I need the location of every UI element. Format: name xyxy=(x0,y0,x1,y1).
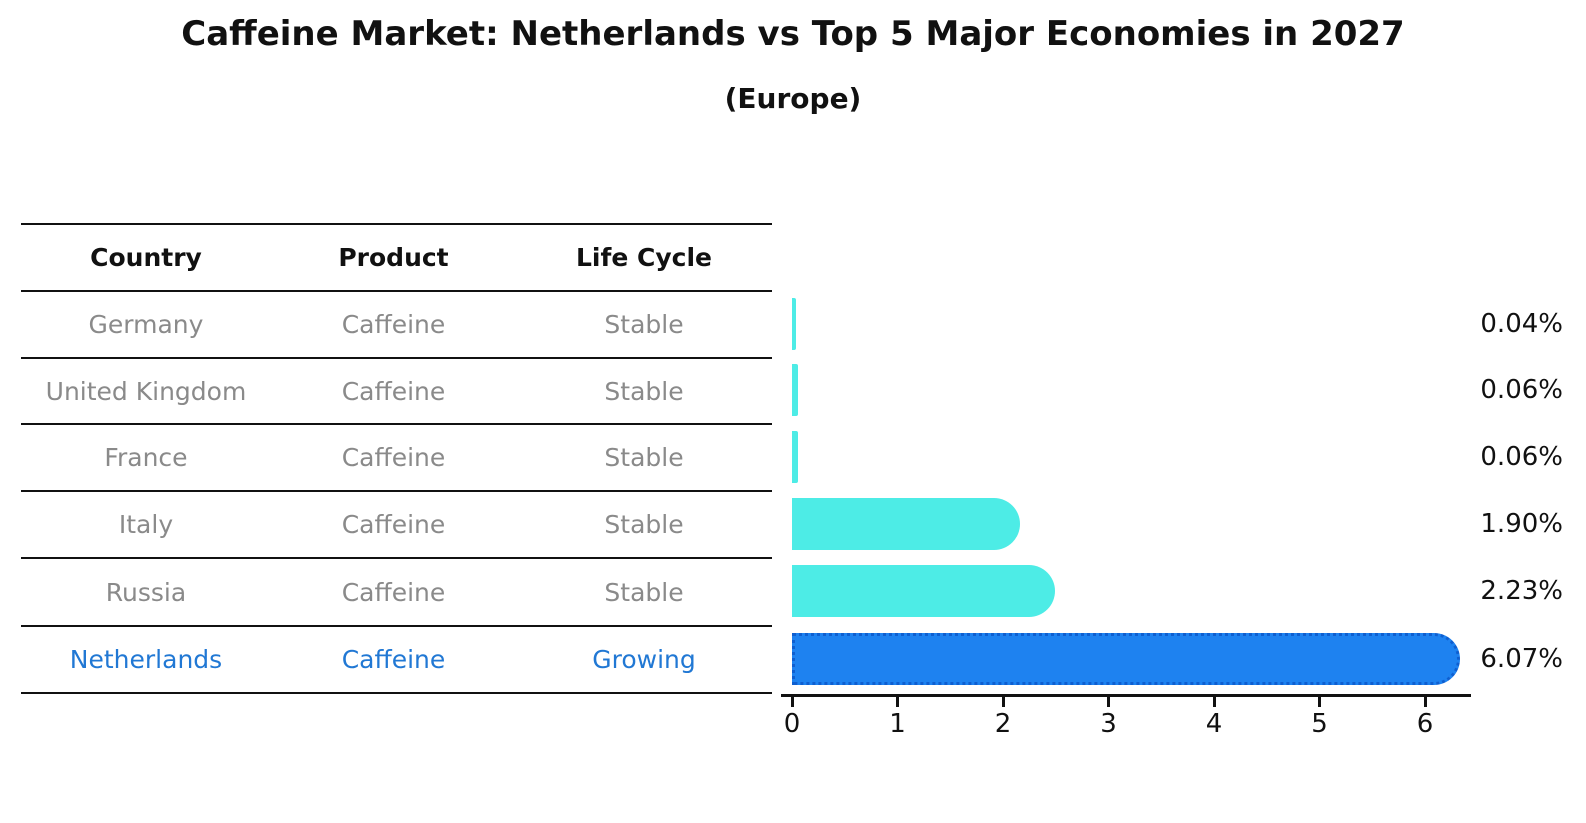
table-row-netherlands: Netherlands Caffeine Growing xyxy=(21,627,772,694)
table-row-france: France Caffeine Stable xyxy=(21,425,772,492)
country-cell: Germany xyxy=(88,310,204,339)
bar-united-kingdom xyxy=(792,364,799,416)
lifecycle-cell: Stable xyxy=(604,577,684,607)
chart-subtitle: (Europe) xyxy=(724,82,862,115)
product-cell: Caffeine xyxy=(341,443,446,472)
x-axis-tick-label-4: 4 xyxy=(1205,709,1223,739)
column-header-lifecycle: Life Cycle xyxy=(575,243,713,272)
product-cell: Caffeine xyxy=(341,577,446,607)
column-header-product: Product xyxy=(338,243,449,272)
product-cell: Caffeine xyxy=(341,645,446,674)
bar-germany xyxy=(792,297,797,350)
x-axis-tick-1 xyxy=(896,697,899,707)
table-row-germany: Germany Caffeine Stable xyxy=(21,292,772,359)
value-label-united-kingdom: 0.06% xyxy=(1480,375,1563,405)
bar-italy xyxy=(792,497,1021,550)
bar-netherlands xyxy=(792,632,1461,685)
value-label-russia: 2.23% xyxy=(1480,576,1563,606)
x-axis-tick-4 xyxy=(1212,697,1216,707)
x-axis-line xyxy=(781,694,1471,697)
x-axis-tick-0 xyxy=(790,697,794,707)
x-axis-tick-label-0: 0 xyxy=(783,709,801,739)
x-axis-tick-6 xyxy=(1423,697,1427,707)
table-row-russia: Russia Caffeine Stable xyxy=(21,559,772,627)
table-body: Germany Caffeine Stable United Kingdom Caffe… xyxy=(21,292,772,694)
chart-title: Caffeine Market: Netherlands vs Top 5 Ma… xyxy=(181,14,1405,54)
country-cell: Russia xyxy=(105,577,187,607)
product-cell: Caffeine xyxy=(341,376,446,406)
value-label-france: 0.06% xyxy=(1480,441,1563,472)
lifecycle-cell: Stable xyxy=(604,443,684,472)
x-axis-tick-5 xyxy=(1318,697,1321,707)
lifecycle-cell: Stable xyxy=(604,310,684,339)
table-header-row: Country Product Life Cycle xyxy=(21,225,772,292)
product-cell: Caffeine xyxy=(341,310,446,339)
x-axis-tick-3 xyxy=(1107,697,1110,707)
product-cell: Caffeine xyxy=(341,510,446,539)
country-cell: United Kingdom xyxy=(45,376,247,406)
value-label-netherlands: 6.07% xyxy=(1480,643,1563,674)
x-axis-tick-label-1: 1 xyxy=(889,709,906,739)
value-label-italy: 1.90% xyxy=(1480,508,1563,539)
table-row-united-kingdom: United Kingdom Caffeine Stable xyxy=(21,359,772,425)
x-axis-tick-label-6: 6 xyxy=(1416,709,1434,739)
lifecycle-cell: Stable xyxy=(604,376,684,406)
country-table: Country Product Life Cycle Germany Caffei… xyxy=(21,223,772,694)
x-axis-tick-label-5: 5 xyxy=(1311,709,1328,739)
lifecycle-cell: Stable xyxy=(604,510,684,539)
x-axis-tick-label-3: 3 xyxy=(1100,709,1117,739)
lifecycle-cell: Growing xyxy=(592,645,696,674)
country-cell: Netherlands xyxy=(69,645,223,674)
x-axis-tick-2 xyxy=(1001,697,1005,707)
bar-russia xyxy=(792,565,1056,617)
column-header-country: Country xyxy=(90,243,202,272)
country-cell: France xyxy=(104,443,188,472)
value-label-germany: 0.04% xyxy=(1480,308,1563,339)
table-row-italy: Italy Caffeine Stable xyxy=(21,492,772,559)
x-axis-tick-label-2: 2 xyxy=(994,709,1012,739)
country-cell: Italy xyxy=(118,510,174,539)
bar-france xyxy=(792,430,799,483)
